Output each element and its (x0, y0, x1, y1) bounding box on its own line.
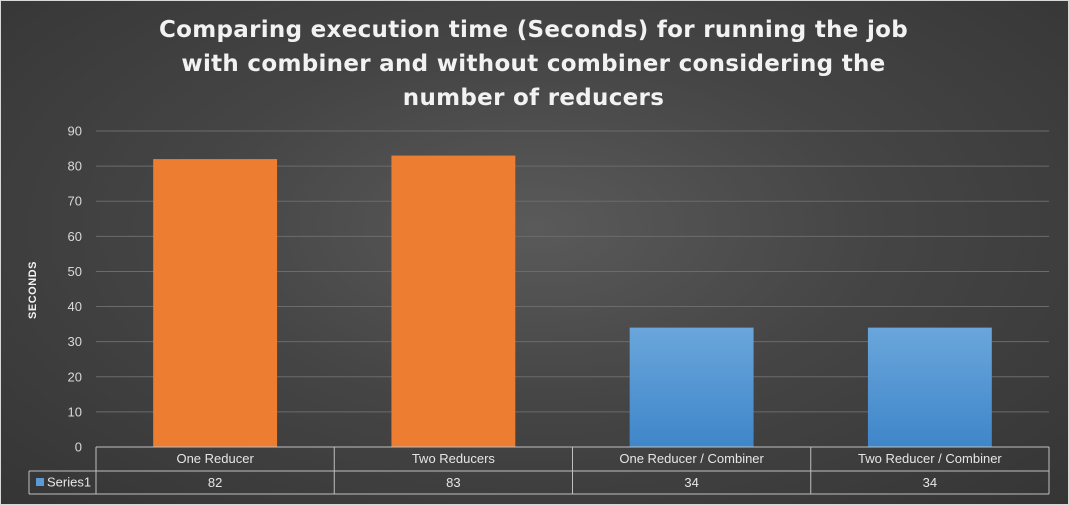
legend-swatch (36, 478, 44, 486)
x-category-label: One Reducer (176, 451, 254, 466)
y-tick-label: 90 (68, 124, 82, 139)
bar (391, 155, 516, 448)
data-label: 82 (208, 475, 222, 490)
y-tick-label: 30 (68, 334, 82, 349)
data-table: One Reducer Two Reducers One Reducer / Com… (28, 446, 1050, 495)
data-label: 83 (446, 475, 460, 490)
y-tick-label: 20 (68, 369, 82, 384)
y-axis-ticks: 0 10 20 30 40 50 60 70 80 90 (68, 124, 82, 455)
x-category-label: One Reducer / Combiner (619, 451, 764, 466)
bar (867, 327, 992, 447)
y-tick-label: 10 (68, 404, 82, 419)
y-tick-label: 80 (68, 159, 82, 174)
x-category-label: Two Reducer / Combiner (858, 451, 1002, 466)
legend-series-name: Series1 (47, 475, 91, 490)
x-category-label: Two Reducers (412, 451, 496, 466)
y-axis-label: SECONDS (27, 261, 39, 319)
data-label: 34 (923, 475, 937, 490)
y-tick-label: 0 (75, 440, 82, 455)
y-tick-label: 60 (68, 229, 82, 244)
y-tick-label: 50 (68, 264, 82, 279)
y-tick-label: 40 (68, 299, 82, 314)
bar (629, 327, 754, 447)
data-label: 34 (684, 475, 698, 490)
bar (153, 159, 278, 448)
chart-title: Comparing execution time (Seconds) for r… (158, 17, 909, 111)
y-tick-label: 70 (68, 194, 82, 209)
bars (153, 155, 992, 448)
